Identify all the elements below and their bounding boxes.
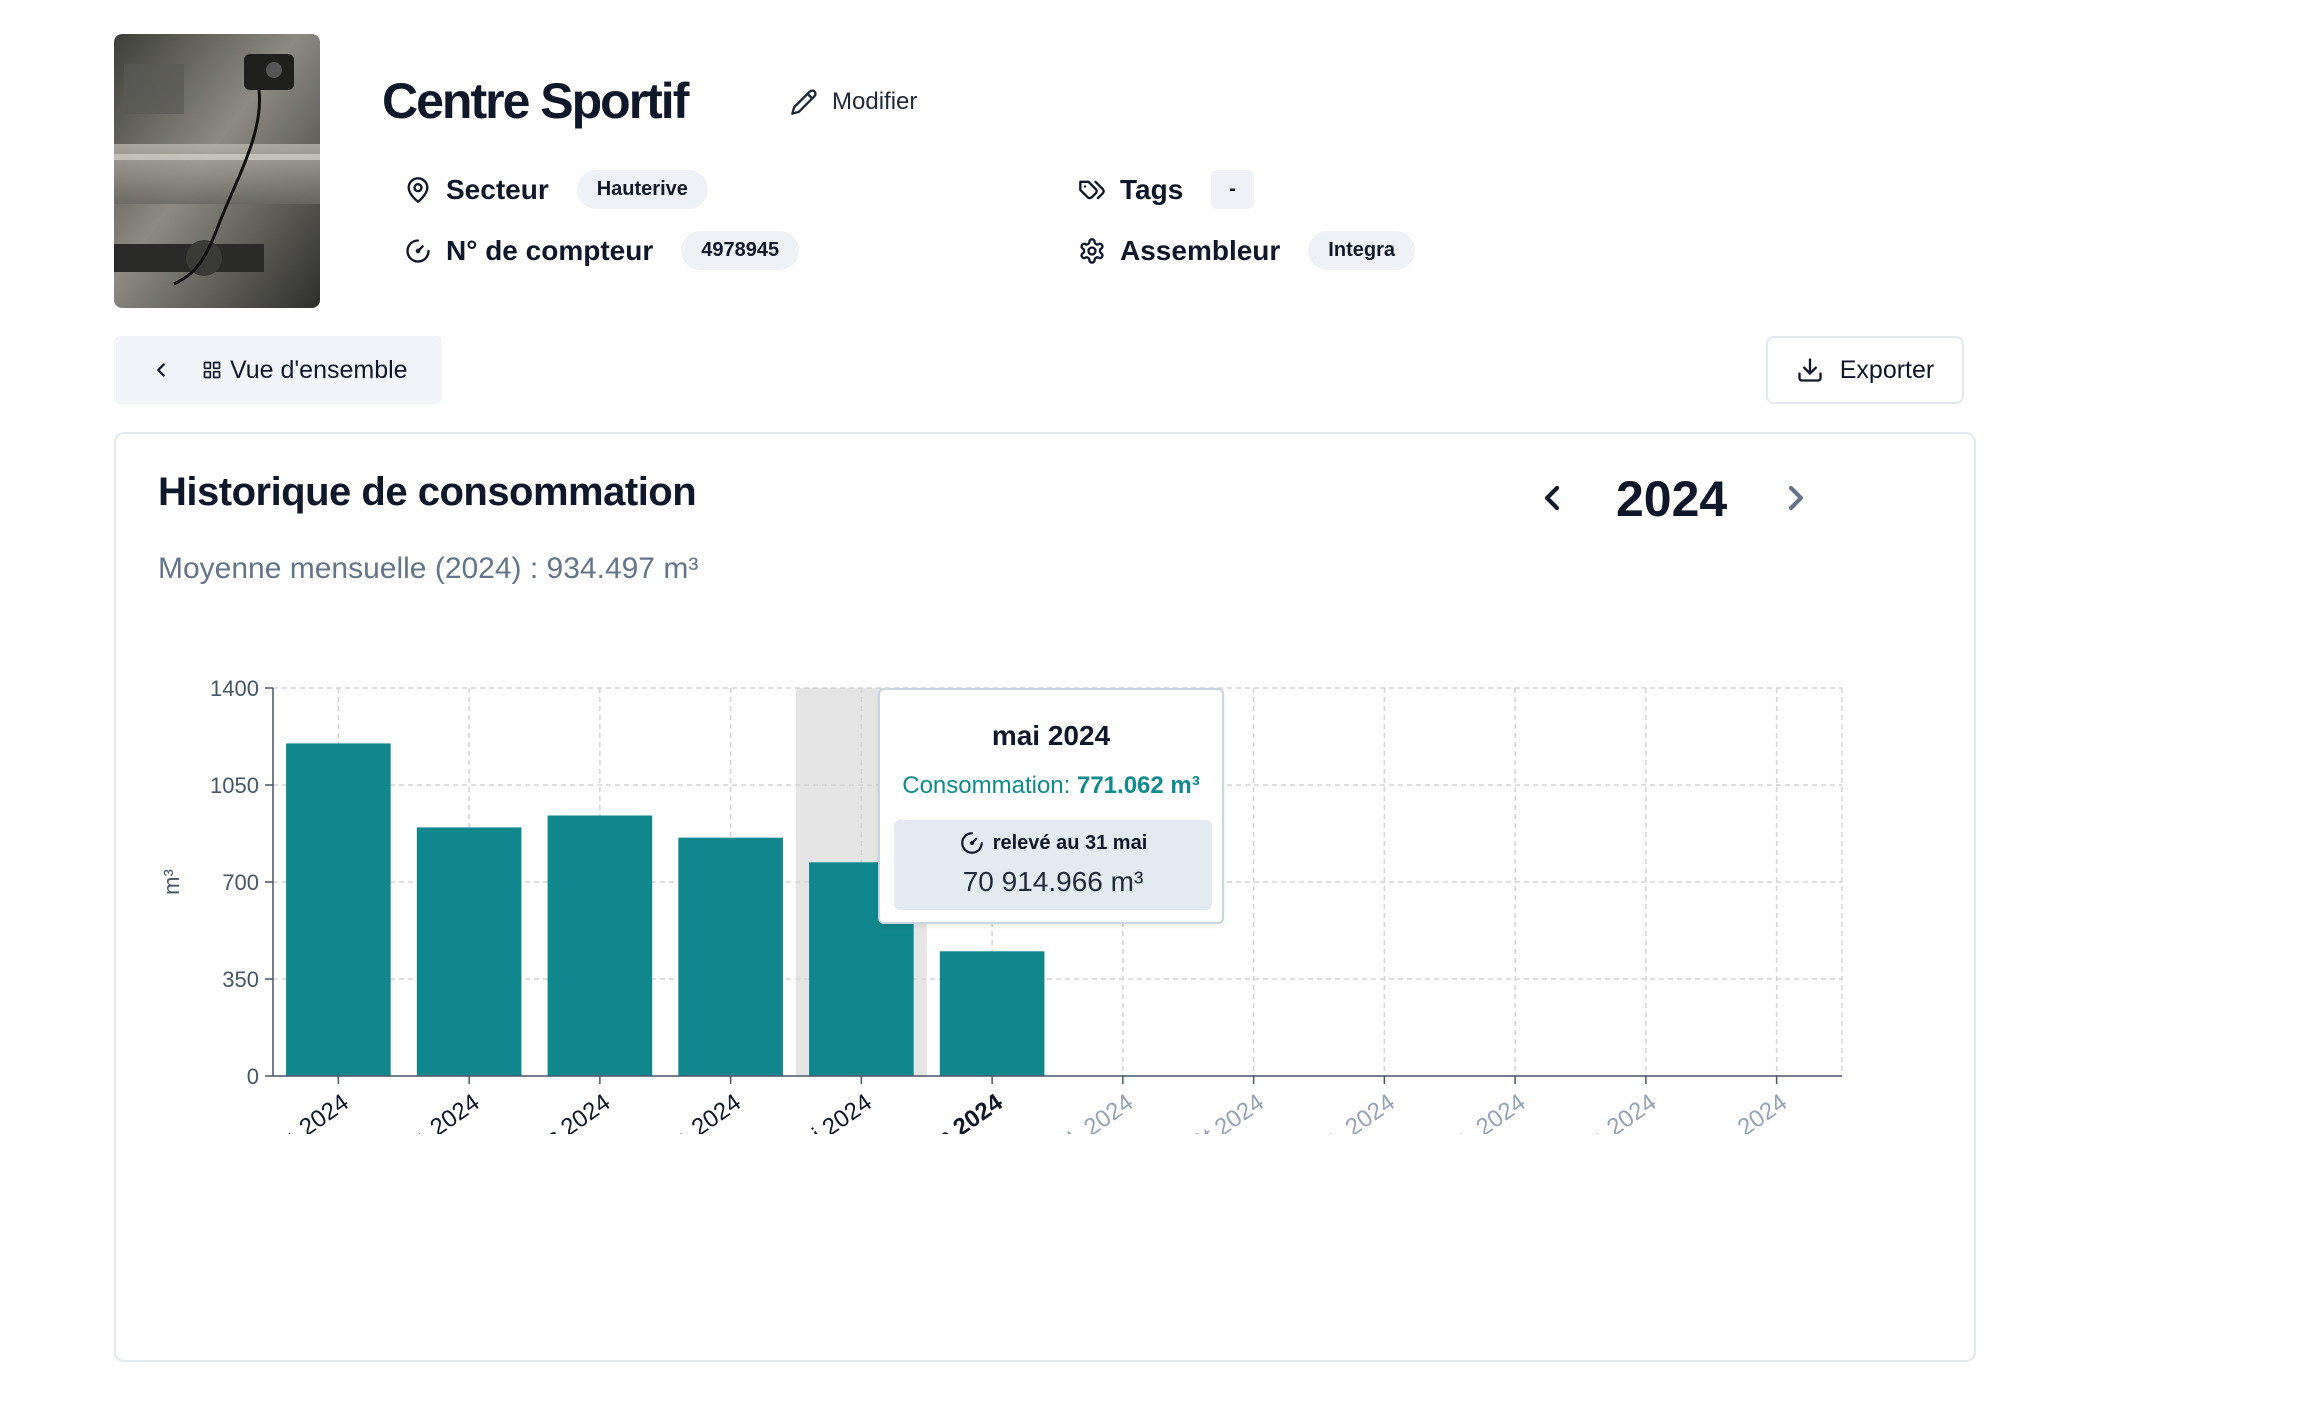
card-title: Historique de consommation xyxy=(158,470,697,514)
tooltip-consumption-value: 771.062 m³ xyxy=(1076,772,1200,799)
tooltip-consumption-label: Consommation: xyxy=(902,772,1071,799)
map-pin-icon xyxy=(407,176,429,203)
meter-photo xyxy=(114,34,320,308)
chevron-left-icon xyxy=(157,363,165,377)
page-title: Centre Sportif xyxy=(382,73,689,129)
x-tick-label: avr. 2024 xyxy=(650,1089,746,1134)
year-label: 2024 xyxy=(1616,471,1728,527)
gauge-icon xyxy=(406,238,430,263)
y-tick-label: 1050 xyxy=(210,773,259,798)
monthly-average: Moyenne mensuelle (2024) : 934.497 m³ xyxy=(158,552,699,585)
next-year-button[interactable] xyxy=(1776,478,1816,518)
edit-button[interactable]: Modifier xyxy=(790,88,917,116)
meter-photo-image xyxy=(114,34,320,308)
chart-tooltip: mai 2024 Consommation: 771.062 m³ relevé… xyxy=(878,688,1224,924)
x-tick-label: déc. 2024 xyxy=(1690,1089,1792,1134)
bar-6 xyxy=(939,951,1045,1076)
tooltip-title: mai 2024 xyxy=(991,720,1111,751)
grid-icon xyxy=(203,361,221,379)
compteur-badge: 4978945 xyxy=(681,231,800,270)
gauge-icon xyxy=(960,832,983,854)
bar-1 xyxy=(286,743,391,1076)
secteur-badge: Hauterive xyxy=(576,170,708,209)
previous-year-button[interactable] xyxy=(1532,478,1572,518)
meta-secteur: Secteur Hauterive xyxy=(404,170,708,209)
y-tick-label: 1400 xyxy=(210,676,259,701)
bar-3 xyxy=(547,815,653,1076)
y-axis-label: m³ xyxy=(159,869,184,895)
assembleur-badge: Integra xyxy=(1308,231,1415,270)
bar-2 xyxy=(416,827,522,1076)
y-tick-label: 700 xyxy=(222,870,259,895)
tooltip-reading-label: relevé au 31 mai xyxy=(992,831,1148,854)
tooltip-consumption: Consommation: 771.062 m³ xyxy=(880,772,1222,800)
x-tick-label: nov. 2024 xyxy=(1561,1089,1661,1134)
y-tick-label: 0 xyxy=(247,1064,259,1089)
x-tick-label: sept. 2024 xyxy=(1293,1089,1400,1134)
bar-4 xyxy=(678,837,783,1076)
x-tick-label: oct. 2024 xyxy=(1434,1089,1530,1134)
x-tick-label: juin 2024 xyxy=(907,1088,1008,1134)
meta-tags: Tags - xyxy=(1078,170,1254,209)
meta-assembleur: Assembleur Integra xyxy=(1078,231,1415,270)
tooltip-reading-box: relevé au 31 mai 70 914.966 m³ xyxy=(894,820,1212,910)
consumption-card: Historique de consommation Moyenne mensu… xyxy=(114,432,1976,1362)
gear-icon xyxy=(1080,237,1104,264)
tooltip-reading-value: 70 914.966 m³ xyxy=(962,866,1144,897)
tags-badge: - xyxy=(1211,170,1254,209)
x-tick-label: mars 2024 xyxy=(507,1089,615,1134)
y-tick-label: 350 xyxy=(222,967,259,992)
meta-compteur: N° de compteur 4978945 xyxy=(404,231,800,270)
secteur-label: Secteur xyxy=(446,173,549,205)
compteur-label: N° de compteur xyxy=(446,234,654,266)
tags-label: Tags xyxy=(1120,173,1184,205)
x-tick-label: août 2024 xyxy=(1166,1089,1269,1134)
back-overview-label: Vue d'ensemble xyxy=(230,355,408,384)
x-tick-label: juil. 2024 xyxy=(1043,1089,1138,1134)
tooltip-reading-head: relevé au 31 mai xyxy=(894,830,1212,856)
export-label: Exporter xyxy=(1839,355,1935,384)
edit-button-label: Modifier xyxy=(832,88,918,115)
download-icon xyxy=(1798,358,1822,382)
x-tick-label: mai 2024 xyxy=(780,1089,876,1134)
pencil-icon xyxy=(791,89,817,115)
tags-icon xyxy=(1079,180,1105,199)
assembleur-label: Assembleur xyxy=(1120,234,1281,266)
export-button[interactable]: Exporter xyxy=(1766,336,1964,404)
x-tick-label: févr. 2024 xyxy=(383,1089,485,1134)
x-tick-label: janv. 2024 xyxy=(248,1089,354,1134)
back-overview-button[interactable]: Vue d'ensemble xyxy=(114,336,442,404)
